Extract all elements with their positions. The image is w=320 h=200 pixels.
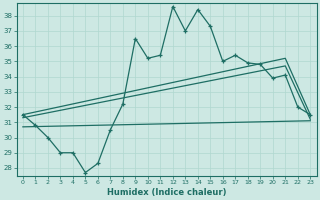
- X-axis label: Humidex (Indice chaleur): Humidex (Indice chaleur): [107, 188, 226, 197]
